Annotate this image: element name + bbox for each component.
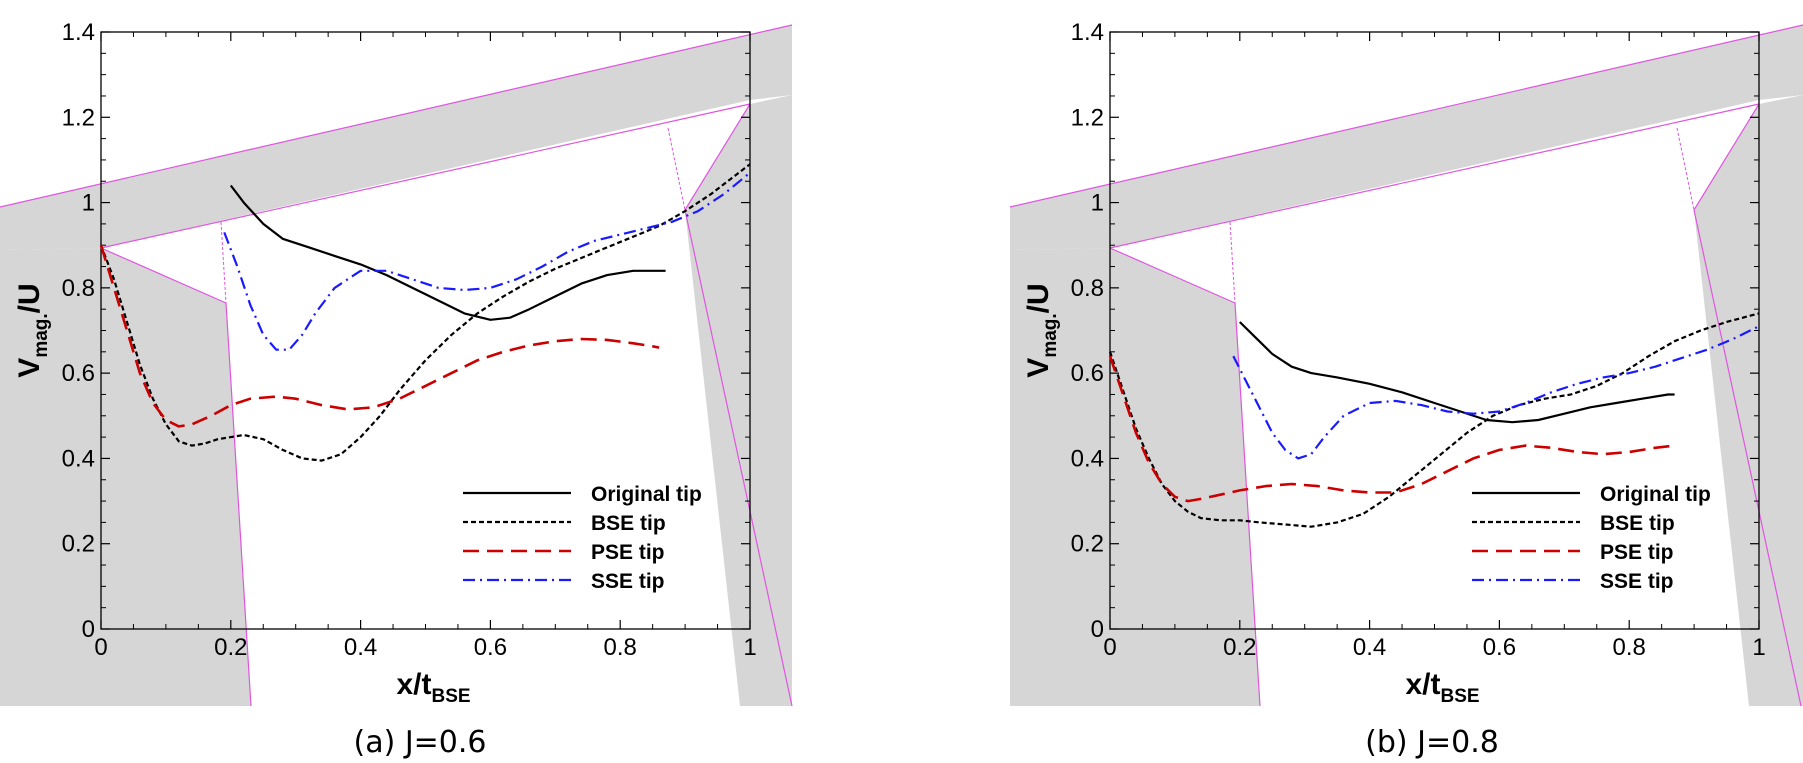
- blade-edge-line: [220, 221, 227, 304]
- blade-edge-line: [1109, 247, 1236, 304]
- x-tick-label: 0.6: [474, 634, 507, 661]
- blade-right: [1694, 25, 1803, 706]
- blade-edge-line: [684, 209, 793, 707]
- blade-edge-line: [1234, 302, 1261, 707]
- axis-labels: x/tBSE Vmag./U (b) J=0.8: [1022, 283, 1499, 760]
- blade-band-top: [0, 25, 792, 250]
- x-axis-label: x/tBSE: [1405, 668, 1479, 707]
- x-tick-label: 0.2: [1223, 634, 1256, 661]
- x-tick-label: 0: [94, 634, 107, 661]
- legend-label: Original tip: [1600, 483, 1711, 506]
- blade-geometry: [0, 24, 793, 707]
- y-axis-label: Vmag./U: [13, 283, 52, 377]
- series-line-bse-tip: [1108, 312, 1760, 528]
- y-tick-label: 0.4: [62, 445, 95, 472]
- blade-geometry: [1009, 24, 1803, 707]
- blade-edge-line: [100, 247, 227, 304]
- y-tick-label: 0.8: [1071, 275, 1104, 302]
- series-line-pse-tip: [1108, 355, 1675, 503]
- y-tick-label: 1.2: [1071, 104, 1104, 131]
- x-tick-label: 1: [1752, 634, 1765, 661]
- blade-right: [685, 25, 792, 706]
- y-tick-label: 0.8: [62, 275, 95, 302]
- legend-label: SSE tip: [591, 570, 665, 593]
- blade-edge-line: [1693, 103, 1760, 211]
- series-line-original-tip: [229, 184, 666, 321]
- y-tick-label: 0.4: [1071, 445, 1104, 472]
- legend-label: BSE tip: [591, 512, 666, 535]
- y-tick-label: 0.6: [62, 360, 95, 387]
- data-series: [1108, 312, 1760, 528]
- x-axis-label: x/tBSE: [396, 668, 470, 707]
- panel-caption: (b) J=0.8: [1365, 725, 1499, 760]
- blade-left: [0, 248, 251, 706]
- y-tick-label: 0: [82, 616, 95, 643]
- legend-label: PSE tip: [1600, 541, 1674, 564]
- series-line-sse-tip: [223, 171, 751, 351]
- y-tick-label: 1: [1091, 190, 1104, 217]
- chart-panel-b: 0 0.2 0.4 0.6 0.8 1 0 0.2 0.4 0.6 0.8 1 1.2 1.4 Origi…: [1009, 19, 1803, 760]
- panel-caption: (a) J=0.6: [353, 725, 486, 760]
- legend-label: SSE tip: [1600, 570, 1674, 593]
- blade-edge-line: [0, 24, 793, 208]
- axis-ticks: 0 0.2 0.4 0.6 0.8 1 0 0.2 0.4 0.6 0.8 1 1.2 1.4: [1071, 19, 1766, 661]
- y-tick-label: 0: [1091, 616, 1104, 643]
- series-line-sse-tip: [1232, 325, 1760, 460]
- y-tick-label: 1.4: [62, 19, 95, 46]
- y-tick-label: 1.2: [62, 104, 95, 131]
- blade-edge-line: [684, 103, 751, 211]
- blade-band-top: [1010, 25, 1803, 250]
- data-series: [99, 163, 751, 462]
- legend-label: PSE tip: [591, 541, 665, 564]
- series-line-bse-tip: [99, 163, 751, 462]
- blade-edge-line: [1693, 209, 1802, 707]
- x-tick-label: 0.4: [1353, 634, 1386, 661]
- series-line-pse-tip: [99, 244, 660, 428]
- legend: Original tip BSE tip PSE tip SSE tip: [463, 483, 702, 593]
- x-tick-label: 0: [1103, 634, 1116, 661]
- axis-labels: x/tBSE Vmag./U (a) J=0.6: [13, 283, 487, 760]
- blade-edge-line: [1109, 103, 1760, 249]
- blade-edge-line: [225, 302, 252, 707]
- x-tick-label: 1: [743, 634, 756, 661]
- series-line-original-tip: [1239, 321, 1675, 424]
- y-tick-label: 1.4: [1071, 19, 1104, 46]
- x-tick-label: 0.4: [344, 634, 377, 661]
- legend-label: BSE tip: [1600, 512, 1675, 535]
- legend-label: Original tip: [591, 483, 702, 506]
- blade-edge-line: [667, 127, 686, 211]
- y-tick-label: 0.2: [1071, 531, 1104, 558]
- y-axis-label: Vmag./U: [1022, 283, 1061, 377]
- blade-left: [1010, 248, 1260, 706]
- axis-ticks: 0 0.2 0.4 0.6 0.8 1 0 0.2 0.4 0.6 0.8 1 1.2 1.4: [62, 19, 757, 661]
- y-tick-label: 1: [82, 190, 95, 217]
- blade-edge-line: [1676, 127, 1695, 211]
- x-tick-label: 0.8: [1613, 634, 1646, 661]
- blade-edge-line: [1229, 221, 1236, 304]
- legend: Original tip BSE tip PSE tip SSE tip: [1472, 483, 1711, 593]
- x-tick-label: 0.6: [1483, 634, 1516, 661]
- blade-edge-line: [1009, 24, 1803, 208]
- y-tick-label: 0.2: [62, 531, 95, 558]
- blade-edge-line: [100, 103, 751, 249]
- x-tick-label: 0.2: [214, 634, 247, 661]
- y-tick-label: 0.6: [1071, 360, 1104, 387]
- x-tick-label: 0.8: [604, 634, 637, 661]
- chart-panel-a: 0 0.2 0.4 0.6 0.8 1 0 0.2 0.4 0.6 0.8 1 1.2 1.4 Origi…: [0, 19, 793, 760]
